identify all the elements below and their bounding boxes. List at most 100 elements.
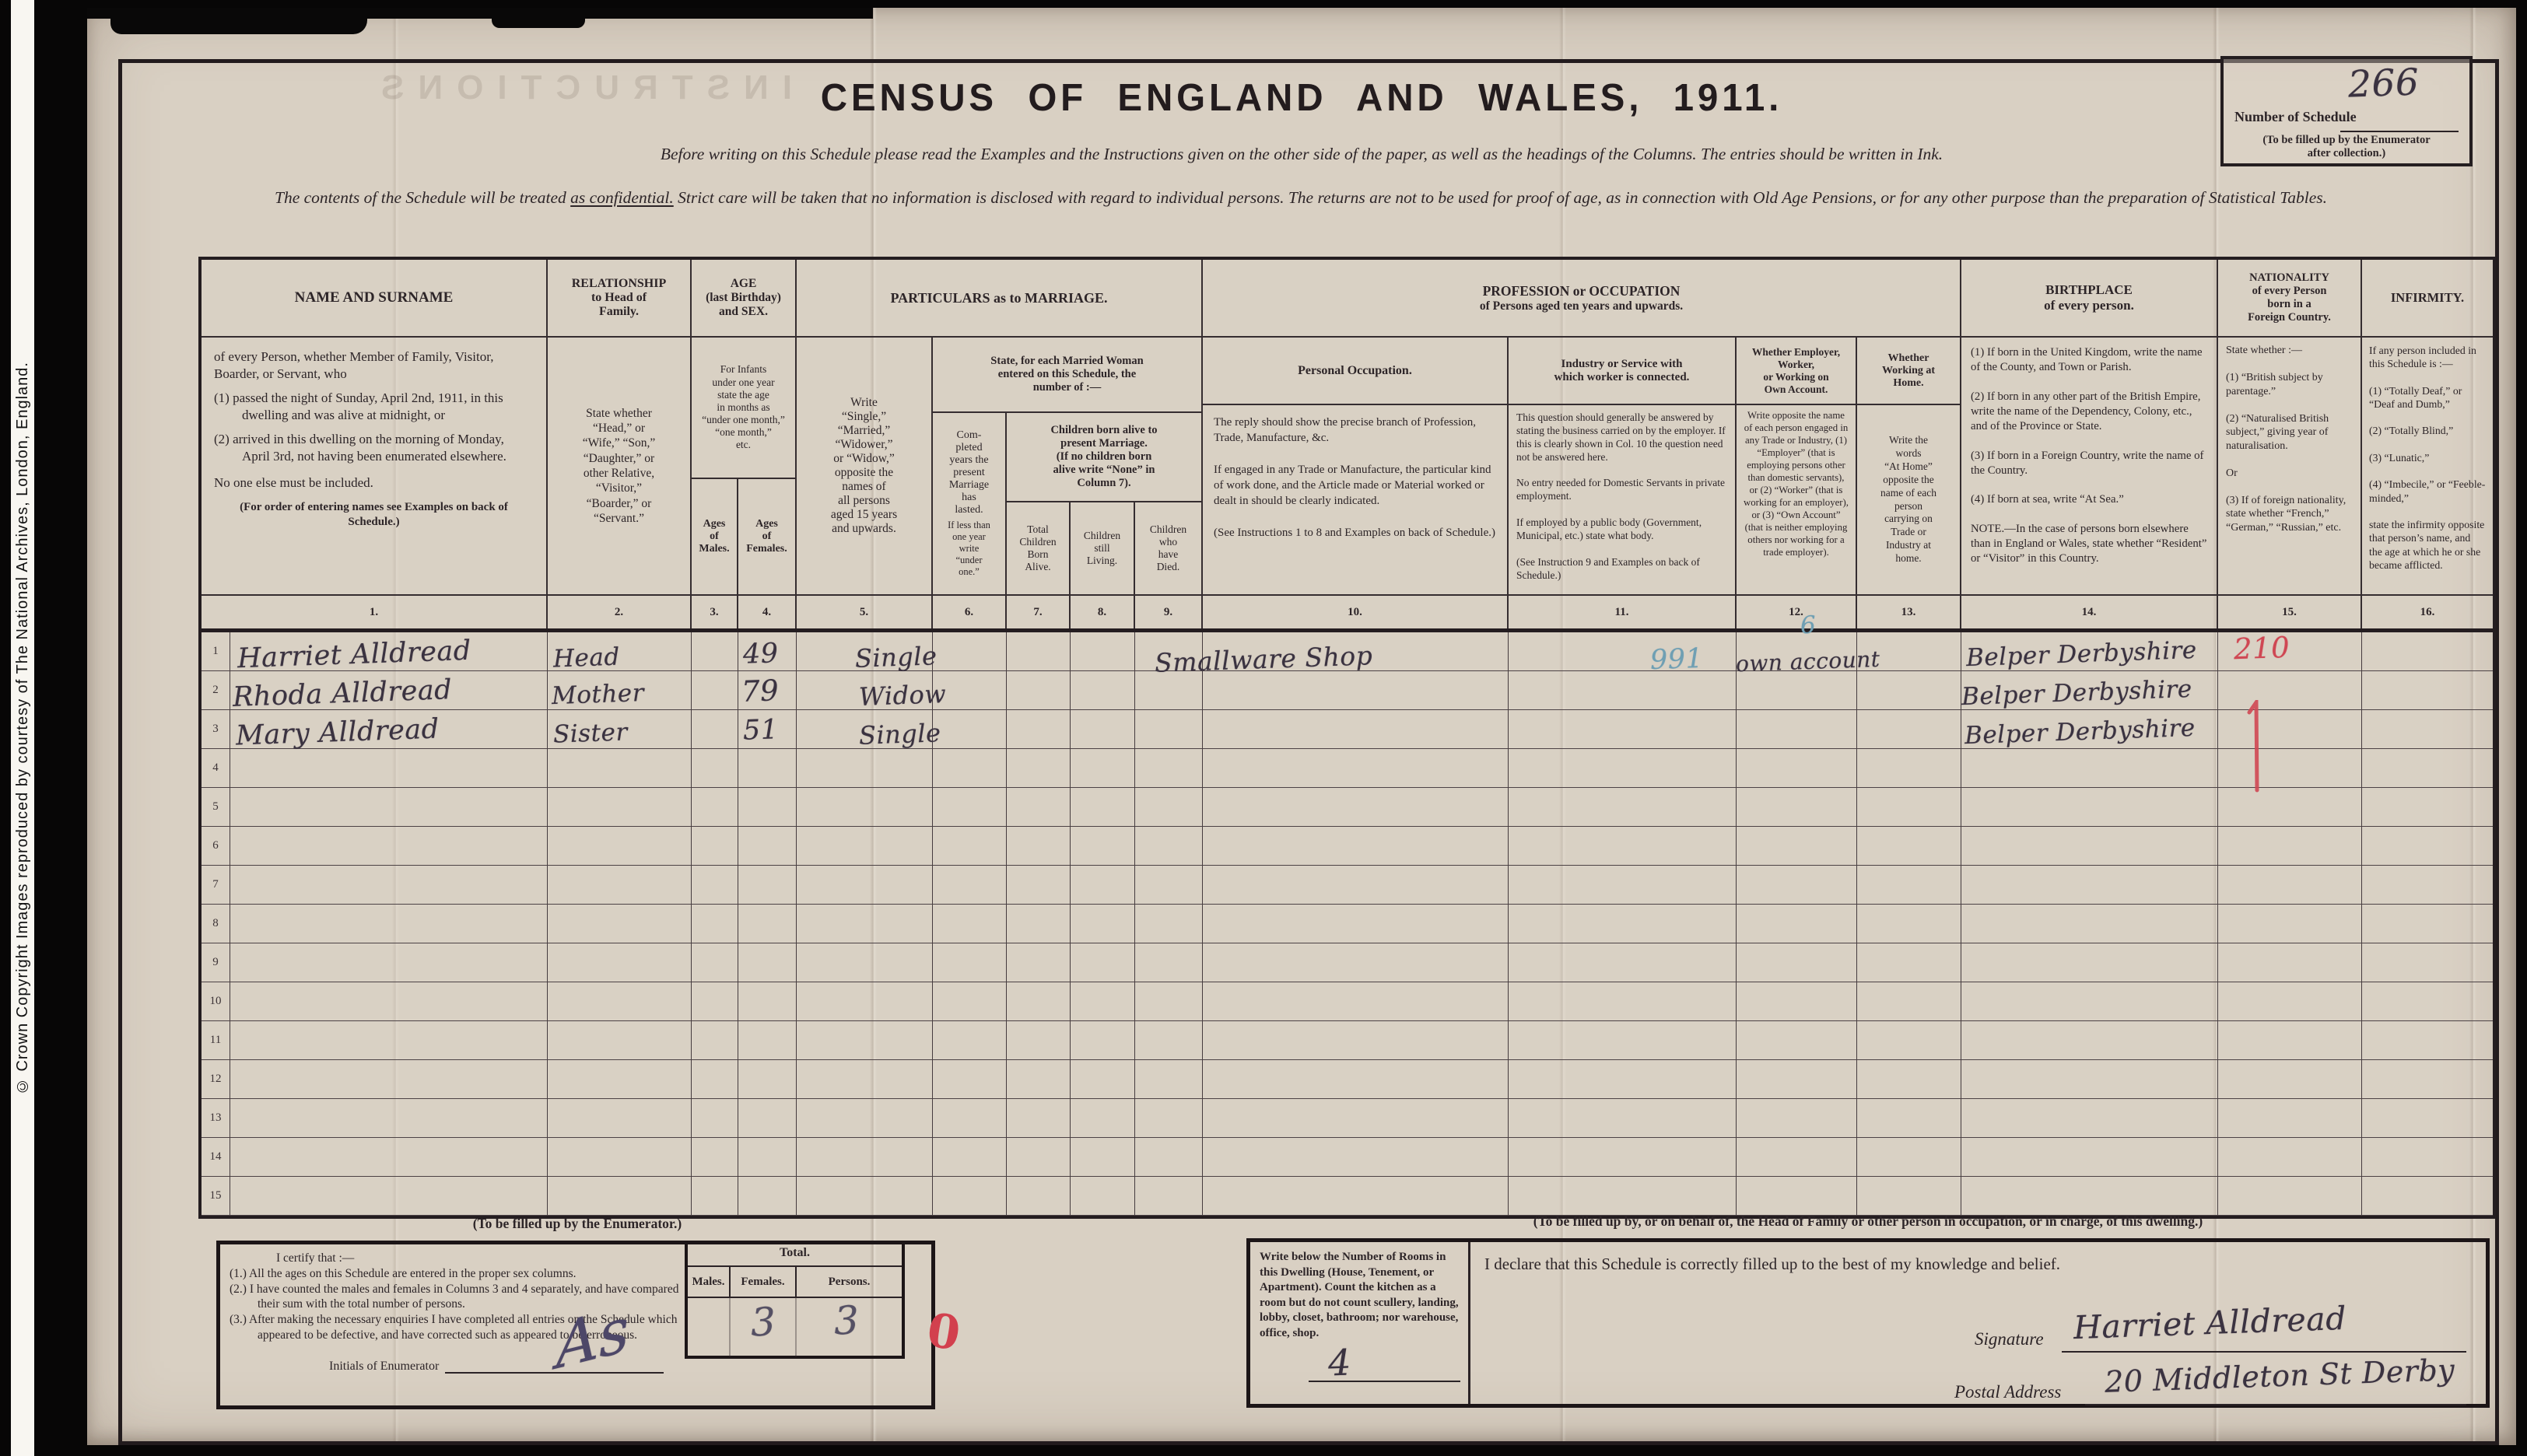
table-cell xyxy=(797,788,933,827)
table-cell xyxy=(1135,1177,1203,1216)
table-cell xyxy=(2362,671,2493,710)
col-nationality-header: NATIONALITY of every Person born in a Fo… xyxy=(2218,260,2362,594)
certify-clause-3: (3.) After making the necessary enquirie… xyxy=(230,1313,678,1342)
row-number-cell: 3 xyxy=(202,710,230,749)
table-row: 1 xyxy=(202,632,2493,671)
table-row: 13 xyxy=(202,1099,2493,1138)
table-cell xyxy=(2218,749,2362,788)
entry-birthplace: Belper Derbyshire xyxy=(1961,674,2193,712)
row-number-cell: 7 xyxy=(202,866,230,905)
entry-employment: own account xyxy=(1735,646,1881,677)
table-cell xyxy=(1737,866,1857,905)
col12-desc: Write opposite the name of each person e… xyxy=(1743,410,1849,558)
census-form-page: INSTRUCTIONS Number of Schedule 266 (To … xyxy=(87,8,2516,1445)
table-cell xyxy=(548,943,692,982)
table-cell xyxy=(692,827,738,866)
table-cell xyxy=(738,749,797,788)
table-cell xyxy=(230,827,548,866)
table-cell xyxy=(230,710,548,749)
signature-value: Harriet Alldread xyxy=(2073,1299,2347,1347)
table-cell xyxy=(933,943,1007,982)
table-cell xyxy=(738,632,797,671)
table-cell xyxy=(1961,905,2218,943)
paper-crease xyxy=(2213,8,2220,1445)
initials-row: Initials of Enumerator xyxy=(329,1360,664,1374)
table-cell xyxy=(1857,827,1961,866)
table-cell xyxy=(230,982,548,1021)
table-cell xyxy=(1007,866,1071,905)
name-desc-item1: (1) passed the night of Sunday, April 2n… xyxy=(214,390,503,423)
table-cell xyxy=(933,982,1007,1021)
certify-intro: I certify that :— xyxy=(276,1251,355,1265)
table-cell xyxy=(1135,982,1203,1021)
table-cell xyxy=(933,827,1007,866)
entry-age: 49 xyxy=(742,638,780,670)
table-cell xyxy=(1509,866,1737,905)
table-cell xyxy=(1007,749,1071,788)
entry-marriage: Single xyxy=(854,641,938,674)
scan-edge xyxy=(110,14,367,34)
table-cell xyxy=(1203,905,1509,943)
entry-red-code: 210 xyxy=(2233,630,2290,667)
table-row: 4 xyxy=(202,749,2493,788)
column-number: 1. xyxy=(202,596,548,628)
table-cell xyxy=(1203,710,1509,749)
table-cell xyxy=(797,827,933,866)
table-cell xyxy=(1203,1138,1509,1177)
postal-address-line xyxy=(2085,1404,2466,1405)
table-cell xyxy=(1961,671,2218,710)
table-cell xyxy=(1203,632,1509,671)
table-cell xyxy=(2362,1177,2493,1216)
table-cell xyxy=(933,671,1007,710)
table-cell xyxy=(1071,632,1135,671)
row-number-cell: 1 xyxy=(202,632,230,671)
table-cell xyxy=(1961,1138,2218,1177)
table-cell xyxy=(2218,632,2362,671)
column-number: 11. xyxy=(1509,596,1737,628)
certify-clause-1: (1.) All the ages on this Schedule are e… xyxy=(230,1266,577,1280)
entry-age: 51 xyxy=(742,714,780,747)
enumerator-heading: (To be filled up by the Enumerator.) xyxy=(472,1216,682,1231)
paper-crease xyxy=(1559,8,1566,1445)
column-number: 4. xyxy=(738,596,797,628)
table-cell xyxy=(738,1021,797,1060)
table-cell xyxy=(1071,982,1135,1021)
table-cell xyxy=(2362,1138,2493,1177)
row-number-cell: 13 xyxy=(202,1099,230,1138)
table-cell xyxy=(933,905,1007,943)
table-cell xyxy=(1961,827,2218,866)
table-cell xyxy=(2362,710,2493,749)
table-cell xyxy=(1135,827,1203,866)
table-cell xyxy=(1071,1138,1135,1177)
row-number-cell: 11 xyxy=(202,1021,230,1060)
table-cell xyxy=(1203,982,1509,1021)
table-cell xyxy=(1857,1060,1961,1099)
table-cell xyxy=(738,1060,797,1099)
table-row: 5 xyxy=(202,788,2493,827)
col11-title: Industry or Service with which worker is… xyxy=(1509,338,1735,405)
table-cell xyxy=(548,671,692,710)
persons-header: Persons. xyxy=(828,1275,871,1288)
row-number-cell: 6 xyxy=(202,827,230,866)
table-cell xyxy=(1071,1021,1135,1060)
table-cell xyxy=(1961,788,2218,827)
marriage-col6-desc: Com- pleted years the present Marriage h… xyxy=(948,429,990,516)
table-cell xyxy=(1203,1021,1509,1060)
table-cell xyxy=(797,632,933,671)
rooms-instructions: Write below the Number of Rooms in this … xyxy=(1260,1251,1459,1339)
table-cell xyxy=(230,632,548,671)
table-cell xyxy=(1961,632,2218,671)
row-number-cell: 5 xyxy=(202,788,230,827)
table-cell xyxy=(1509,827,1737,866)
nationality-desc: State whether :— (1) “British subject by… xyxy=(2226,345,2346,534)
table-cell xyxy=(797,1099,933,1138)
table-cell xyxy=(1737,632,1857,671)
table-cell xyxy=(1857,905,1961,943)
table-cell xyxy=(1203,1099,1509,1138)
table-cell xyxy=(1509,671,1737,710)
table-cell xyxy=(738,788,797,827)
table-cell xyxy=(2362,632,2493,671)
totals-table: Total. Males. Females. Persons. 3 3 xyxy=(685,1241,905,1359)
scan-edge xyxy=(492,14,585,28)
